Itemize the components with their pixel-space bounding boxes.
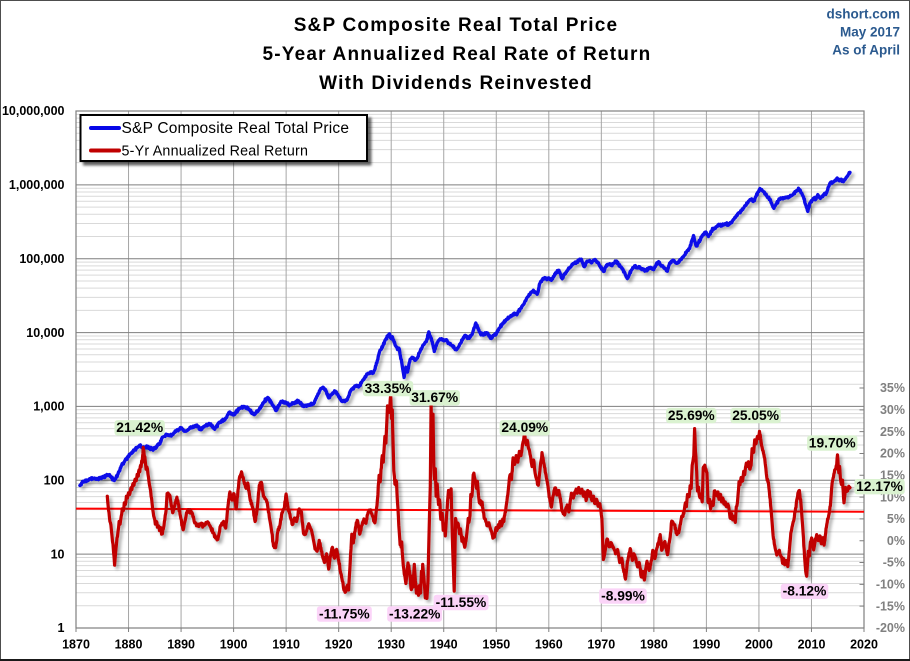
svg-text:10,000,000: 10,000,000: [2, 104, 65, 118]
svg-text:1990: 1990: [692, 638, 720, 652]
svg-text:S&P Composite Real Total Price: S&P Composite Real Total Price: [122, 120, 350, 137]
svg-text:5%: 5%: [887, 512, 905, 526]
svg-text:35%: 35%: [880, 381, 905, 395]
svg-text:30%: 30%: [880, 403, 905, 417]
svg-text:-5%: -5%: [883, 556, 905, 570]
svg-text:100,000: 100,000: [19, 252, 64, 266]
svg-text:1980: 1980: [640, 638, 668, 652]
svg-text:19.70%: 19.70%: [809, 436, 856, 451]
svg-text:1880: 1880: [115, 638, 143, 652]
svg-text:1890: 1890: [167, 638, 195, 652]
svg-text:0%: 0%: [887, 534, 905, 548]
svg-text:24.09%: 24.09%: [501, 420, 548, 435]
svg-text:1,000,000: 1,000,000: [9, 178, 65, 192]
svg-text:-11.55%: -11.55%: [436, 595, 487, 610]
svg-text:S&P Composite Real Total Price: S&P Composite Real Total Price: [294, 15, 619, 36]
svg-text:5-Yr Annualized Real Return: 5-Yr Annualized Real Return: [122, 143, 309, 159]
svg-text:1910: 1910: [272, 638, 300, 652]
svg-text:-8.12%: -8.12%: [783, 584, 827, 599]
svg-text:5-Year Annualized Real Rate of: 5-Year Annualized Real Rate of Return: [263, 44, 652, 65]
svg-text:100: 100: [44, 474, 65, 488]
svg-text:1950: 1950: [482, 638, 510, 652]
svg-text:-13.22%: -13.22%: [389, 606, 440, 621]
svg-text:12.17%: 12.17%: [856, 479, 903, 494]
svg-text:31.67%: 31.67%: [411, 390, 458, 405]
svg-text:May 2017: May 2017: [840, 25, 900, 40]
svg-text:21.42%: 21.42%: [116, 420, 163, 435]
svg-text:With Dividends Reinvested: With Dividends Reinvested: [319, 73, 593, 94]
svg-text:-8.99%: -8.99%: [601, 589, 645, 604]
svg-text:10: 10: [51, 547, 65, 561]
svg-text:33.35%: 33.35%: [365, 381, 412, 396]
svg-text:1940: 1940: [430, 638, 458, 652]
svg-text:10,000: 10,000: [26, 326, 64, 340]
svg-text:1: 1: [58, 621, 65, 635]
svg-text:1,000: 1,000: [33, 400, 64, 414]
svg-text:25%: 25%: [880, 425, 905, 439]
svg-text:-11.75%: -11.75%: [319, 606, 370, 621]
svg-text:As of April: As of April: [832, 43, 900, 58]
svg-text:25.69%: 25.69%: [668, 408, 715, 423]
svg-text:-10%: -10%: [876, 578, 905, 592]
svg-text:25.05%: 25.05%: [732, 408, 779, 423]
svg-text:1970: 1970: [587, 638, 615, 652]
svg-text:1870: 1870: [62, 638, 90, 652]
svg-text:2010: 2010: [798, 638, 826, 652]
svg-text:1930: 1930: [377, 638, 405, 652]
svg-text:-20%: -20%: [876, 621, 905, 635]
svg-text:2020: 2020: [850, 638, 878, 652]
svg-text:1900: 1900: [220, 638, 248, 652]
svg-text:1960: 1960: [535, 638, 563, 652]
svg-text:-15%: -15%: [876, 599, 905, 613]
svg-text:2000: 2000: [745, 638, 773, 652]
svg-text:dshort.com: dshort.com: [826, 7, 900, 22]
svg-text:20%: 20%: [880, 447, 905, 461]
svg-text:1920: 1920: [325, 638, 353, 652]
